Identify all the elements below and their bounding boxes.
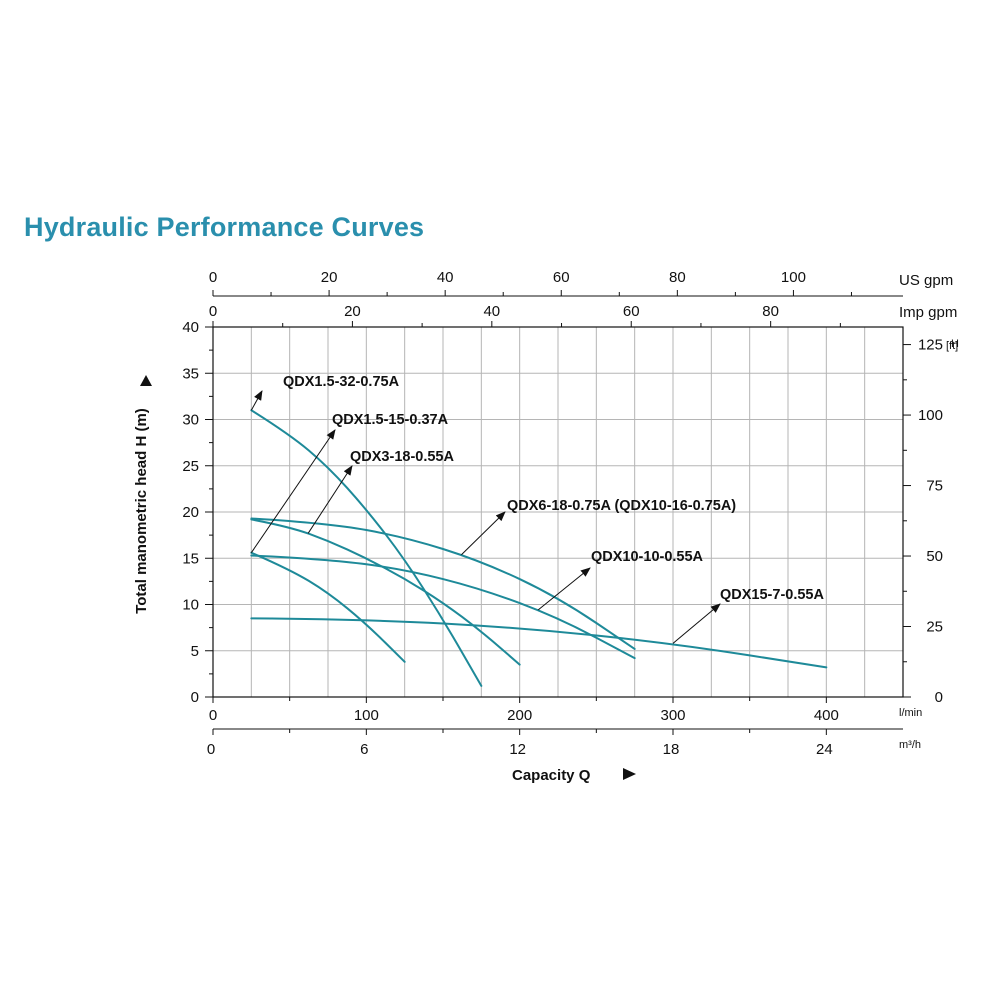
lpm-tick-label: 200	[507, 707, 532, 724]
curve-label: QDX3-18-0.55A	[350, 449, 454, 465]
us-gpm-unit: US gpm	[899, 272, 953, 289]
curve-qdx10-10-0-55a	[250, 554, 636, 660]
us-gpm-tick-label: 20	[321, 269, 338, 286]
imp-gpm-unit: Imp gpm	[899, 304, 957, 321]
curve-label-arrow	[537, 567, 591, 611]
us-gpm-tick-label: 0	[209, 269, 217, 286]
y-tick-label: 40	[182, 319, 199, 336]
curve-label-arrow	[250, 429, 336, 553]
y-tick-label: 25	[182, 458, 199, 475]
lpm-unit: l/min	[899, 707, 922, 719]
curve-label: QDX6-18-0.75A (QDX10-16-0.75A)	[507, 498, 736, 514]
imp-gpm-tick-label: 60	[623, 303, 640, 320]
y-tick-label: 0	[191, 689, 199, 706]
curve-label: QDX1.5-32-0.75A	[283, 374, 400, 390]
ft-tick-label: 50	[926, 548, 943, 565]
y-tick-label: 10	[182, 597, 199, 614]
lpm-tick-label: 400	[814, 707, 839, 724]
x-axis-title-arrow-icon	[623, 768, 636, 780]
grid-layer	[213, 327, 903, 697]
curve-qdx6-18-0-75a-qdx10-16-0-75a-	[250, 517, 636, 650]
us-gpm-tick-label: 80	[669, 269, 686, 286]
page-title: Hydraulic Performance Curves	[24, 212, 425, 242]
ft-unit-label-ft: [ft]	[946, 340, 958, 352]
m3h-tick-label: 24	[816, 741, 833, 758]
curve-label: QDX1.5-15-0.37A	[332, 412, 449, 428]
curve-layer	[250, 409, 828, 687]
y-axis-title-arrow-icon	[140, 375, 152, 386]
curve-label-arrow	[250, 390, 263, 411]
y-tick-label: 5	[191, 643, 199, 660]
label-layer: QDX1.5-32-0.75A QDX1.5-15-0.37A QDX3-18-0.…	[250, 374, 824, 644]
us-gpm-tick-label: 40	[437, 269, 454, 286]
m3h-tick-label: 0	[207, 741, 215, 758]
curve-label: QDX10-10-0.55A	[591, 549, 704, 565]
ft-tick-label: 125	[918, 337, 943, 354]
curve-qdx1-5-32-0-75a	[250, 409, 483, 687]
ft-tick-label: 100	[918, 407, 943, 424]
ft-tick-label: 25	[926, 619, 943, 636]
imp-gpm-tick-label: 40	[483, 303, 500, 320]
lpm-tick-label: 300	[660, 707, 685, 724]
m3h-tick-label: 6	[360, 741, 368, 758]
m3h-tick-label: 12	[509, 741, 526, 758]
imp-gpm-tick-label: 80	[762, 303, 779, 320]
imp-gpm-tick-label: 20	[344, 303, 361, 320]
lpm-tick-label: 100	[354, 707, 379, 724]
m3h-unit: m³/h	[899, 739, 921, 751]
us-gpm-tick-label: 60	[553, 269, 570, 286]
x-axis-title: Capacity Q	[512, 767, 591, 784]
m3h-tick-label: 18	[663, 741, 680, 758]
curve-label: QDX15-7-0.55A	[720, 587, 824, 603]
y-tick-label: 15	[182, 550, 199, 567]
y-tick-label: 30	[182, 412, 199, 429]
ft-tick-label: 0	[935, 689, 943, 706]
curve-qdx1-5-15-0-37a	[250, 551, 406, 663]
curve-label-arrow	[461, 511, 506, 556]
curve-qdx3-18-0-55a	[250, 518, 521, 666]
y-tick-label: 20	[182, 504, 199, 521]
curve-label-arrow	[672, 603, 721, 644]
ft-tick-label: 75	[926, 478, 943, 495]
y-axis-title: Total manometric head H (m)	[133, 408, 150, 614]
lpm-tick-label: 0	[209, 707, 217, 724]
curve-label-arrow	[307, 465, 353, 534]
curve-qdx15-7-0-55a	[250, 617, 828, 669]
ft-unit-label: H	[951, 338, 959, 350]
us-gpm-tick-label: 100	[781, 269, 806, 286]
y-tick-label: 35	[182, 365, 199, 382]
imp-gpm-tick-label: 0	[209, 303, 217, 320]
